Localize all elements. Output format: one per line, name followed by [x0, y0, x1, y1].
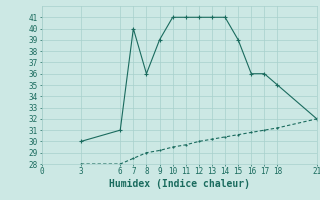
X-axis label: Humidex (Indice chaleur): Humidex (Indice chaleur) [109, 179, 250, 189]
